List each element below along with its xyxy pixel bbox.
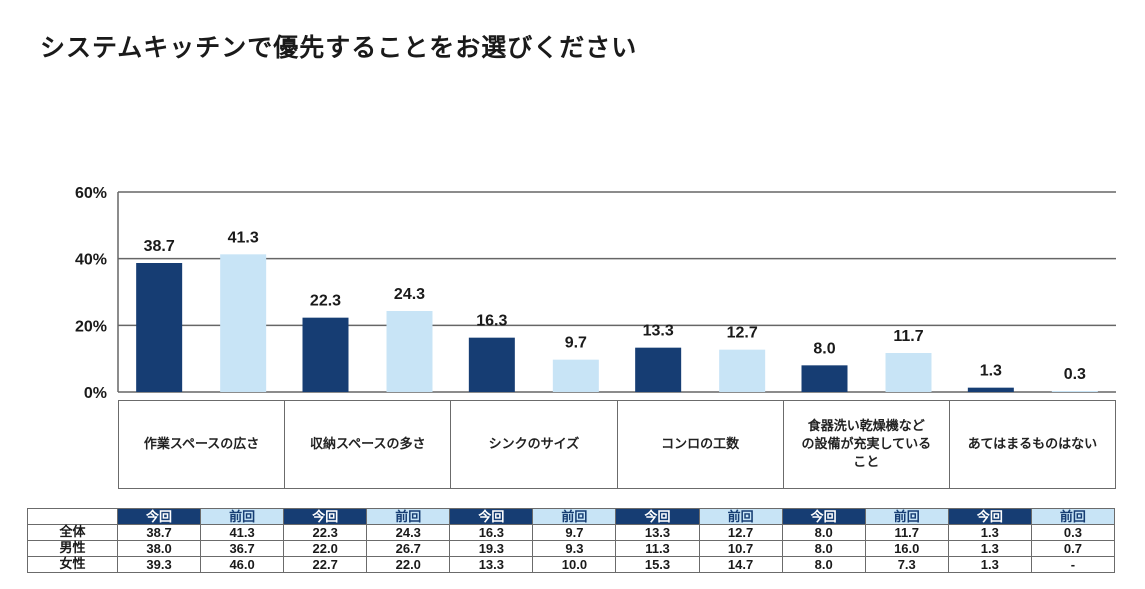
- table-cell: 14.7: [698, 556, 783, 573]
- table-cell: 7.3: [864, 556, 949, 573]
- table-cell: 38.0: [116, 540, 202, 557]
- header-previous: 前回: [366, 508, 451, 525]
- bar-current: [136, 263, 183, 392]
- table-cell: 22.3: [283, 524, 368, 541]
- bar-previous: [1051, 391, 1098, 392]
- y-tick-label: 0%: [84, 385, 107, 400]
- category-label: コンロの工数: [618, 401, 784, 488]
- table-cell: 13.3: [449, 556, 534, 573]
- data-label: 41.3: [228, 229, 259, 246]
- category-label: 収納スペースの多さ: [285, 401, 452, 488]
- header-current: 今回: [781, 508, 866, 525]
- header-current: 今回: [283, 508, 368, 525]
- table-cell: 11.7: [864, 524, 949, 541]
- bar-current: [635, 347, 682, 392]
- table-cell: 38.7: [116, 524, 202, 541]
- table-cell: 0.3: [1030, 524, 1116, 541]
- table-cell: 1.3: [947, 524, 1032, 541]
- bar-previous: [885, 353, 932, 392]
- data-label: 12.7: [727, 325, 758, 342]
- table-cell: 9.3: [532, 540, 617, 557]
- y-tick-label: 60%: [75, 185, 107, 202]
- table-cell: 22.0: [283, 540, 368, 557]
- bar-current: [967, 387, 1014, 392]
- data-label: 9.7: [565, 335, 587, 352]
- chart-title: システムキッチンで優先することをお選びください: [40, 33, 638, 62]
- table-cell: 41.3: [200, 524, 285, 541]
- data-label: 11.7: [893, 328, 923, 345]
- category-label: 作業スペースの広さ: [119, 401, 286, 488]
- data-label: 13.3: [643, 323, 674, 340]
- table-cell: 10.7: [698, 540, 783, 557]
- category-label: シンクのサイズ: [451, 401, 618, 488]
- bar-chart: 0% 20% 40% 60% 38.7 22.3 16.3 13.3 8.0 1.3 41.3 24.…: [75, 185, 1116, 400]
- header-current: 今回: [615, 508, 700, 525]
- table-cell: 22.0: [366, 556, 451, 573]
- table-cell: 9.7: [532, 524, 617, 541]
- table-cell: 39.3: [116, 556, 202, 573]
- bar-current: [801, 365, 848, 392]
- table-cell: 13.3: [615, 524, 700, 541]
- table-cell: 15.3: [615, 556, 700, 573]
- table-row: 男性 38.0 36.7 22.0 26.7 19.3 9.3 11.3 10.7 8.0 16.0…: [27, 540, 1116, 557]
- data-label: 16.3: [476, 313, 507, 330]
- table-cell: 22.7: [283, 556, 368, 573]
- bar-current: [302, 317, 349, 392]
- data-label: 24.3: [394, 286, 425, 303]
- category-label: あてはまるものはない: [967, 436, 1098, 452]
- table-cell: -: [1030, 556, 1116, 573]
- header-previous: 前回: [1030, 508, 1116, 525]
- data-label: 8.0: [813, 340, 835, 357]
- bar-previous: [719, 349, 766, 392]
- table-cell: 36.7: [200, 540, 285, 557]
- table-cell: 1.3: [947, 556, 1032, 573]
- row-label: 男性: [27, 540, 118, 557]
- table-cell: 8.0: [781, 524, 866, 541]
- header-previous: 前回: [864, 508, 949, 525]
- table-cell: 16.3: [449, 524, 534, 541]
- table-cell: 26.7: [366, 540, 451, 557]
- data-label: 22.3: [310, 293, 341, 310]
- data-label: 38.7: [144, 238, 175, 255]
- table-cell: 11.3: [615, 540, 700, 557]
- bar-current: [468, 337, 515, 392]
- table-cell: 46.0: [200, 556, 285, 573]
- table-row: 女性 39.3 46.0 22.7 22.0 13.3 10.0 15.3 14.7 8.0 7.3…: [27, 556, 1116, 573]
- table-cell: 10.0: [532, 556, 617, 573]
- bar-previous: [386, 311, 433, 392]
- table-cell: 19.3: [449, 540, 534, 557]
- bar-previous: [552, 359, 599, 392]
- data-label: 1.3: [980, 363, 1002, 380]
- data-table: 今回 前回 今回 前回 今回 前回 今回 前回 今回 前回 今回 前回 全体 38.7 41.3 22.3 2…: [27, 508, 1116, 573]
- header-previous: 前回: [200, 508, 285, 525]
- header-previous: 前回: [532, 508, 617, 525]
- table-cell: 8.0: [781, 556, 866, 573]
- row-label: 女性: [27, 556, 118, 573]
- category-label-row: 作業スペースの広さ 収納スペースの多さ シンクのサイズ コンロの工数 食器洗い乾燥機など…: [118, 400, 1116, 489]
- table-cell: 0.7: [1030, 540, 1116, 557]
- table-cell: 16.0: [864, 540, 949, 557]
- bar-previous: [220, 254, 267, 392]
- header-current: 今回: [449, 508, 534, 525]
- category-label: 食器洗い乾燥機など の設備が充実している こと: [784, 401, 950, 488]
- table-cell: 1.3: [947, 540, 1032, 557]
- table-cell: 12.7: [698, 524, 783, 541]
- row-label: 全体: [27, 524, 118, 541]
- header-current: 今回: [947, 508, 1032, 525]
- y-tick-label: 40%: [75, 252, 107, 269]
- header-current: 今回: [116, 508, 202, 525]
- table-cell: 24.3: [366, 524, 451, 541]
- header-previous: 前回: [698, 508, 783, 525]
- table-corner-cell: [27, 508, 118, 525]
- table-cell: 8.0: [781, 540, 866, 557]
- data-label: 0.3: [1064, 366, 1086, 383]
- table-row: 全体 38.7 41.3 22.3 24.3 16.3 9.7 13.3 12.7 8.0 11.7…: [27, 524, 1116, 541]
- y-tick-label: 20%: [75, 318, 107, 335]
